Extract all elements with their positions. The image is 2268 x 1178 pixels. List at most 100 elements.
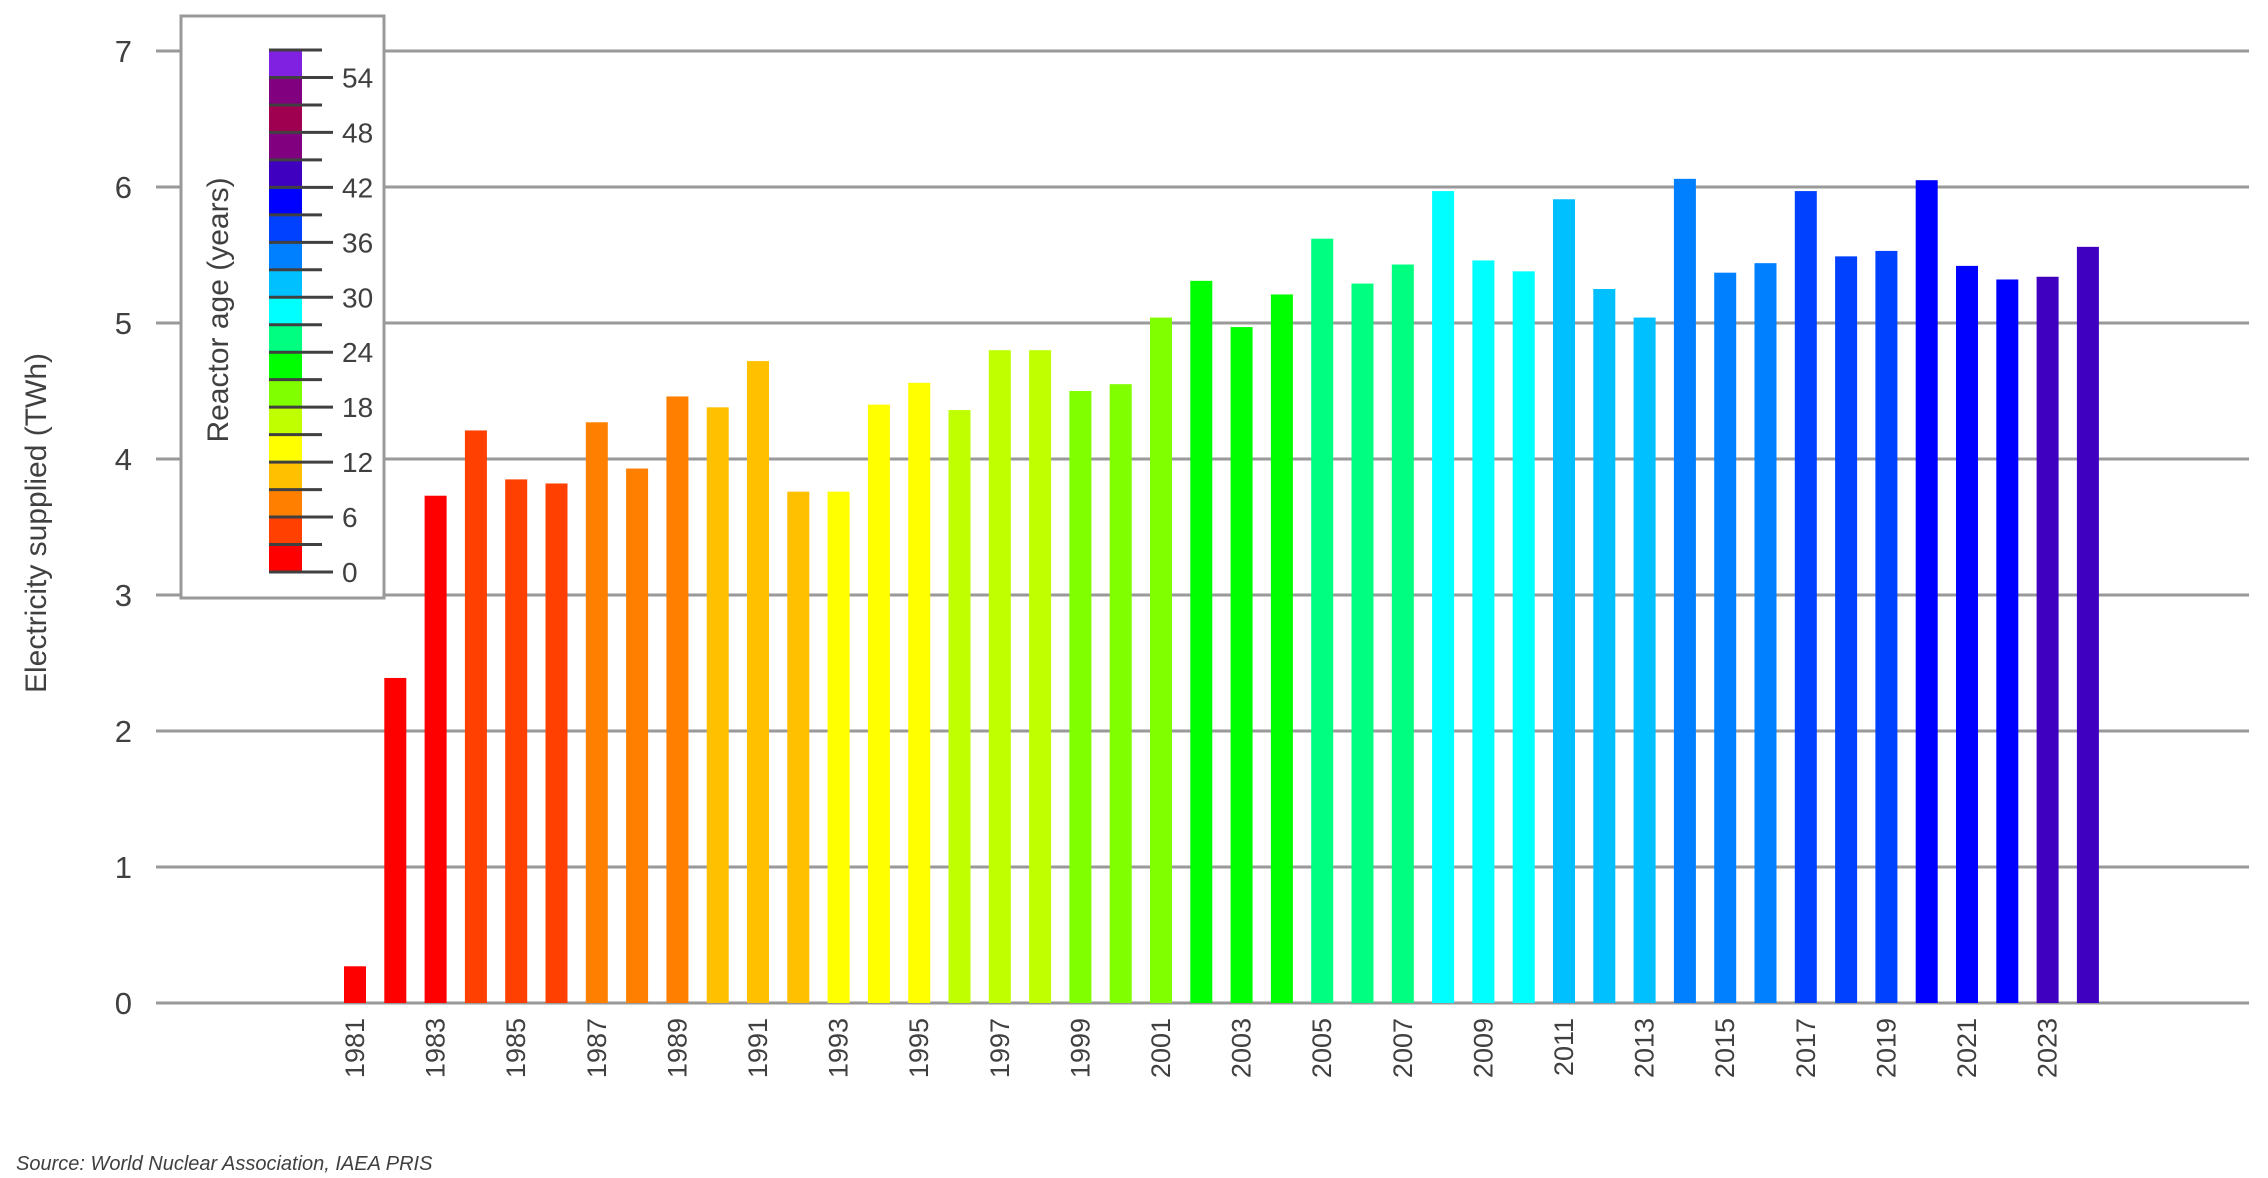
bar-2002 xyxy=(1190,280,1213,1004)
colorbar-segment xyxy=(269,353,302,379)
bar-2024 xyxy=(2076,246,2099,1004)
x-tick-label: 1983 xyxy=(421,1018,451,1078)
x-tick-label: 1985 xyxy=(501,1018,531,1078)
bar-2023 xyxy=(2036,276,2059,1003)
x-tick-label: 2021 xyxy=(1952,1018,1982,1078)
colorbar-segment xyxy=(269,298,302,324)
bar-1989 xyxy=(666,396,689,1003)
colorbar-segment xyxy=(269,380,302,407)
colorbar-segment xyxy=(269,105,302,132)
x-tick-label: 2013 xyxy=(1630,1018,1660,1078)
bar-1991 xyxy=(747,361,769,1004)
y-tick-labels: 0 1 2 3 4 5 6 7 xyxy=(115,34,132,1021)
x-tick-label: 1995 xyxy=(904,1018,934,1078)
colorbar-segment xyxy=(269,435,302,462)
bar-2001 xyxy=(1150,317,1172,1003)
bar-2003 xyxy=(1230,327,1253,1004)
y-axis-label: Electricity supplied (TWh) xyxy=(20,353,53,693)
y-tick-label: 4 xyxy=(115,442,132,477)
colorbar-segment xyxy=(269,51,302,77)
bar-1983 xyxy=(424,495,447,1003)
x-tick-label: 2017 xyxy=(1791,1018,1821,1078)
x-tick-label: 1999 xyxy=(1065,1018,1095,1078)
x-tick-label: 1997 xyxy=(985,1018,1015,1078)
bar-1984 xyxy=(464,430,487,1003)
bar-2000 xyxy=(1109,384,1132,1003)
bar-2021 xyxy=(1956,265,1978,1003)
colorbar-segment xyxy=(269,408,302,434)
colorbar-segment xyxy=(269,463,302,489)
bar-2009 xyxy=(1472,260,1495,1003)
x-tick-label: 1993 xyxy=(824,1018,854,1078)
bar-2006 xyxy=(1351,283,1374,1003)
bar-2005 xyxy=(1311,238,1334,1003)
x-tick-label: 1981 xyxy=(340,1018,370,1078)
colorbar-tick-label: 12 xyxy=(342,447,373,478)
colorbar-tick-label: 24 xyxy=(342,337,373,368)
x-tick-label: 2007 xyxy=(1388,1018,1418,1078)
colorbar: 0 6 12 18 24 30 36 42 48 54 xyxy=(269,48,373,588)
y-tick-label: 5 xyxy=(115,306,132,341)
y-tick-label: 0 xyxy=(115,986,132,1021)
x-tick-label: 2005 xyxy=(1307,1018,1337,1078)
bar-2012 xyxy=(1593,289,1616,1003)
bar-2017 xyxy=(1794,191,1817,1003)
colorbar-tick-label: 42 xyxy=(342,172,373,203)
bar-1996 xyxy=(948,410,971,1003)
colorbar-legend: 0 6 12 18 24 30 36 42 48 54 Reactor age (years) xyxy=(179,14,386,600)
bar-1987 xyxy=(585,422,608,1003)
bar-1988 xyxy=(626,468,649,1003)
bar-1994 xyxy=(867,404,890,1004)
colorbar-segment xyxy=(269,78,302,104)
colorbar-segment xyxy=(269,270,302,297)
bar-1993 xyxy=(827,491,850,1003)
colorbar-segment xyxy=(269,518,302,544)
x-tick-label: 2015 xyxy=(1710,1018,1740,1078)
x-tick-labels: 1981 1983 1985 1987 1989 1991 1993 1995 1997 1999… xyxy=(340,1018,2063,1078)
colorbar-segment xyxy=(269,490,302,517)
colorbar-segment xyxy=(269,188,302,214)
bar-1995 xyxy=(908,382,931,1004)
bar-1982 xyxy=(384,677,407,1003)
bar-1985 xyxy=(505,479,528,1003)
x-tick-label: 2009 xyxy=(1468,1018,1498,1078)
bar-2018 xyxy=(1835,256,1858,1003)
bar-1992 xyxy=(787,491,810,1003)
bar-2010 xyxy=(1512,271,1535,1003)
x-tick-label: 2023 xyxy=(2033,1018,2063,1078)
colorbar-tick-label: 6 xyxy=(342,502,358,533)
colorbar-tick-label: 54 xyxy=(342,62,373,93)
colorbar-tick-label: 48 xyxy=(342,117,373,148)
colorbar-tick-label: 18 xyxy=(342,392,373,423)
colorbar-segment xyxy=(269,325,302,352)
bar-2022 xyxy=(1996,279,2019,1004)
x-tick-label: 1991 xyxy=(743,1018,773,1078)
colorbar-tick-label: 30 xyxy=(342,282,373,313)
x-tick-label: 1989 xyxy=(662,1018,692,1078)
colorbar-segment xyxy=(269,133,302,159)
bar-1981 xyxy=(344,966,366,1003)
bar-2008 xyxy=(1432,191,1455,1003)
bars xyxy=(344,178,2099,1004)
bar-1998 xyxy=(1029,350,1052,1003)
x-tick-label: 1987 xyxy=(582,1018,612,1078)
bar-1986 xyxy=(545,483,568,1004)
colorbar-tick-label: 0 xyxy=(342,557,358,588)
x-tick-label: 2001 xyxy=(1146,1018,1176,1078)
bar-2004 xyxy=(1270,294,1293,1003)
x-tick-label: 2011 xyxy=(1549,1018,1579,1076)
y-tick-label: 7 xyxy=(115,34,132,69)
bar-2013 xyxy=(1633,317,1656,1003)
bar-1990 xyxy=(706,407,729,1003)
source-note: Source: World Nuclear Association, IAEA … xyxy=(16,1153,433,1173)
y-tick-label: 2 xyxy=(115,714,132,749)
colorbar-segment xyxy=(269,215,302,242)
bar-2015 xyxy=(1714,272,1737,1003)
colorbar-tick-label: 36 xyxy=(342,227,373,258)
colorbar-title: Reactor age (years) xyxy=(202,177,235,442)
bar-2019 xyxy=(1875,250,1898,1004)
colorbar-segment xyxy=(269,545,302,571)
x-tick-label: 2003 xyxy=(1227,1018,1257,1078)
bar-2020 xyxy=(1915,180,1938,1003)
